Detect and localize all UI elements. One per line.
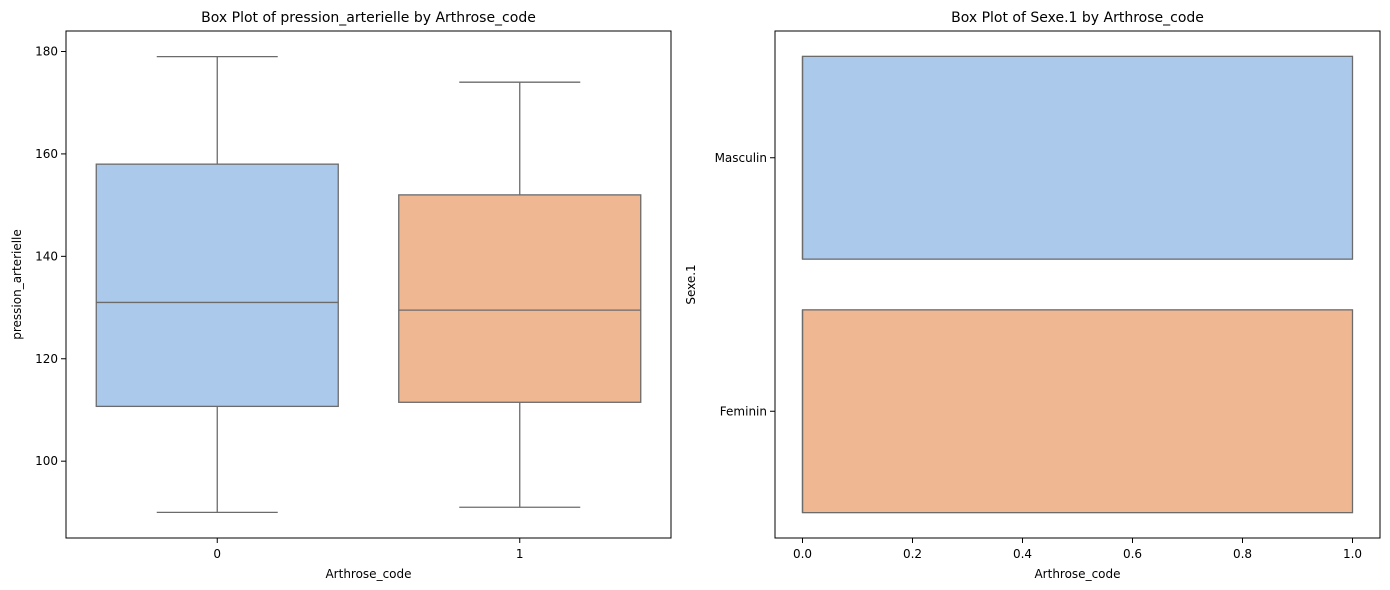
box-body xyxy=(801,55,1354,260)
x-axis-label: Arthrose_code xyxy=(325,567,411,581)
box-masculin xyxy=(801,55,1354,260)
chart-sexe: 0.0 0.2 0.4 0.6 0.8 1.0 Masculin Feminin Box Plo… xyxy=(684,10,1381,581)
plot-frame xyxy=(774,30,1381,539)
x-tick-label: 0.4 xyxy=(1013,547,1032,561)
box-body xyxy=(398,194,642,403)
x-tick-label: 0.8 xyxy=(1233,547,1252,561)
chart-title: Box Plot of Sexe.1 by Arthrose_code xyxy=(951,10,1204,26)
x-tick-label: 1 xyxy=(516,547,524,561)
y-axis-label: Sexe.1 xyxy=(684,264,698,304)
box-1 xyxy=(398,81,642,508)
y-tick-label: Feminin xyxy=(720,404,767,418)
x-tick-label: 0.2 xyxy=(903,547,922,561)
y-axis-label: pression_arterielle xyxy=(10,229,24,340)
chart-pression-arterielle: 100 120 140 160 180 0 1 Box Plot of pression_ar… xyxy=(10,10,672,581)
x-axis-label: Arthrose_code xyxy=(1034,567,1120,581)
box-0 xyxy=(95,55,339,514)
x-tick-label: 0 xyxy=(213,547,221,561)
y-tick-label: 100 xyxy=(35,454,58,468)
plot-frame xyxy=(65,30,672,539)
y-tick-label: 160 xyxy=(35,147,58,161)
x-tick-label: 0.0 xyxy=(793,547,812,561)
box-feminin xyxy=(801,309,1354,514)
y-tick-label: Masculin xyxy=(715,151,767,165)
y-tick-label: 120 xyxy=(35,352,58,366)
x-tick-label: 0.6 xyxy=(1123,547,1142,561)
box-body xyxy=(801,309,1354,514)
y-tick-label: 180 xyxy=(35,44,58,58)
y-tick-label: 140 xyxy=(35,249,58,263)
box-body xyxy=(95,163,339,408)
chart-title: Box Plot of pression_arterielle by Arthr… xyxy=(201,10,536,26)
x-tick-label: 1.0 xyxy=(1343,547,1362,561)
